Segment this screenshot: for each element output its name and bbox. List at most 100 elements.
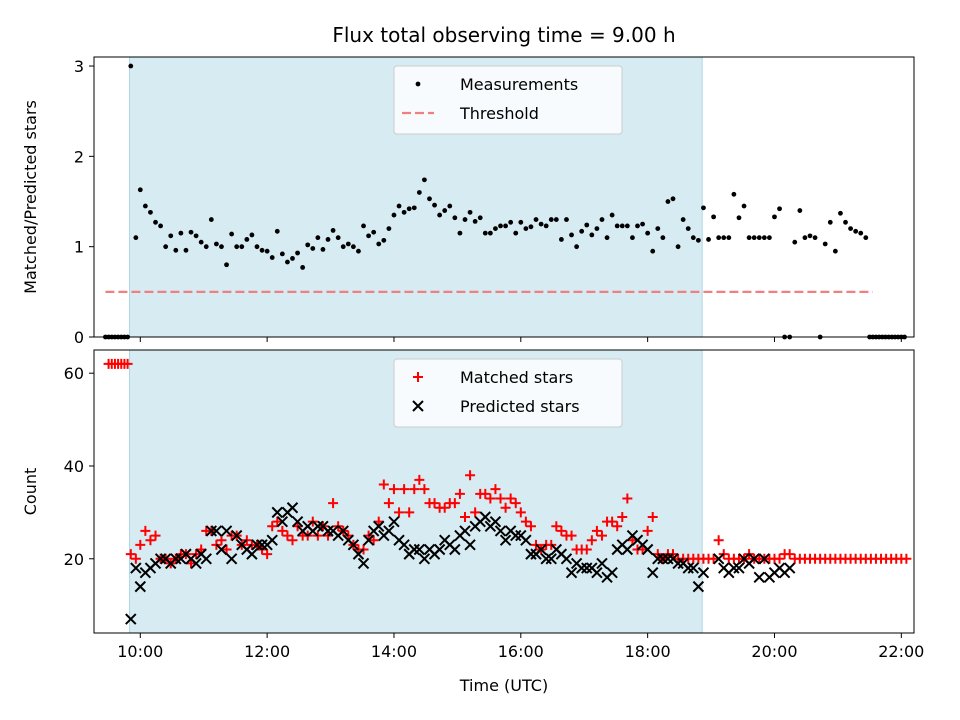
data-point <box>640 221 645 227</box>
data-point <box>437 212 443 218</box>
data-point <box>198 239 204 245</box>
data-point <box>391 212 397 218</box>
data-point <box>812 235 818 241</box>
data-point <box>386 226 392 232</box>
data-point <box>655 226 661 232</box>
data-point <box>414 474 425 485</box>
data-point <box>574 244 580 250</box>
data-point <box>528 224 534 230</box>
data-point <box>596 557 608 570</box>
data-point <box>523 226 529 232</box>
data-point <box>695 237 701 243</box>
data-point <box>761 235 767 241</box>
data-point <box>726 235 732 241</box>
data-point <box>487 230 493 236</box>
data-point <box>822 241 828 247</box>
data-point <box>399 484 410 495</box>
data-point <box>647 566 659 579</box>
data-point <box>538 221 544 227</box>
data-point <box>792 239 798 245</box>
data-point <box>495 493 506 504</box>
legend-label: Threshold <box>459 104 539 123</box>
data-point <box>515 507 526 518</box>
data-point <box>591 566 603 579</box>
data-point <box>300 265 306 270</box>
data-point <box>183 247 189 253</box>
data-point <box>641 543 654 556</box>
data-point <box>246 548 258 560</box>
data-point <box>685 226 691 232</box>
data-point <box>432 202 437 208</box>
data-point <box>362 534 375 546</box>
data-point <box>665 199 671 204</box>
data-point <box>843 219 848 225</box>
data-point <box>290 256 295 261</box>
data-point <box>642 525 653 536</box>
data-point <box>361 223 366 229</box>
data-point <box>221 544 232 555</box>
data-point <box>216 535 227 546</box>
data-point <box>621 543 634 556</box>
data-point <box>220 525 233 537</box>
data-point <box>706 237 711 242</box>
data-point <box>758 553 771 565</box>
data-point <box>145 535 156 546</box>
data-point <box>609 212 615 218</box>
data-point <box>558 237 564 242</box>
data-point <box>783 562 796 574</box>
data-point <box>408 543 420 556</box>
data-point <box>383 498 394 509</box>
data-point <box>465 470 476 481</box>
data-point <box>178 230 184 236</box>
data-point <box>376 241 382 247</box>
data-point <box>295 250 300 256</box>
data-point <box>140 525 151 536</box>
data-point <box>827 219 833 225</box>
data-point <box>716 235 722 241</box>
legend-marker <box>415 81 421 87</box>
x-tick-label: 14:00 <box>371 642 417 661</box>
legend: Matched stars Predicted stars <box>393 358 623 428</box>
data-point <box>345 241 351 247</box>
data-point <box>711 214 716 220</box>
data-point <box>624 223 630 229</box>
data-point <box>429 498 440 509</box>
data-point <box>682 562 694 574</box>
data-point <box>452 215 458 221</box>
data-point <box>858 230 864 236</box>
data-point <box>579 228 585 234</box>
data-point <box>328 498 339 509</box>
data-point <box>188 229 194 235</box>
data-point <box>264 248 270 254</box>
data-point <box>125 613 137 625</box>
legend-label: Predicted stars <box>460 397 580 416</box>
data-point <box>687 562 700 574</box>
data-point <box>449 498 460 509</box>
data-point <box>731 191 737 197</box>
data-point <box>518 219 524 225</box>
data-point <box>650 248 656 254</box>
data-point <box>712 553 725 565</box>
data-point <box>381 237 387 243</box>
data-point <box>493 226 498 232</box>
data-point <box>287 535 298 546</box>
data-point <box>777 206 782 212</box>
data-point <box>647 512 658 523</box>
data-point <box>774 553 785 564</box>
data-point <box>154 553 167 565</box>
data-point <box>262 549 273 560</box>
data-point <box>378 479 389 490</box>
data-point <box>560 553 573 565</box>
data-point <box>213 241 219 247</box>
x-tick-label: 18:00 <box>625 642 671 661</box>
data-point <box>269 255 275 260</box>
data-point <box>404 507 415 518</box>
data-point <box>767 235 772 241</box>
x-tick-label: 20:00 <box>751 642 797 661</box>
legend-box <box>393 358 623 428</box>
data-point <box>401 209 407 215</box>
data-point <box>373 520 385 533</box>
data-point <box>134 580 147 593</box>
data-point <box>505 493 516 504</box>
data-point <box>439 502 450 513</box>
